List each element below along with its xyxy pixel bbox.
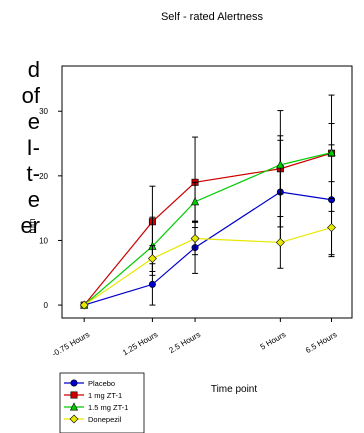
y-tick-label: 20 xyxy=(39,172,48,181)
y-tick-label: 0 xyxy=(44,301,49,310)
series-1-mg-zt-1 xyxy=(80,94,336,309)
legend-entry: 1.5 mg ZT-1 xyxy=(88,403,128,412)
x-tick-label: 2.5 Hours xyxy=(168,330,203,355)
series-1-5-mg-zt-1 xyxy=(80,123,336,309)
data-point xyxy=(275,237,285,247)
plot-frame xyxy=(61,65,353,319)
side-text-line: I- xyxy=(26,135,40,160)
data-point xyxy=(148,280,156,288)
x-tick-label: -0.75 Hours xyxy=(50,330,91,359)
side-text-line: e xyxy=(27,187,40,212)
legend-entry: 1 mg ZT-1 xyxy=(88,391,122,400)
x-axis-label: Time point xyxy=(211,384,258,395)
data-point xyxy=(147,254,157,263)
x-tick-label: 5 Hours xyxy=(259,330,288,352)
chart-title: Self - rated Alertness xyxy=(161,11,264,23)
data-point xyxy=(79,300,89,310)
y-tick-label: 10 xyxy=(39,236,48,245)
legend-marker xyxy=(69,414,79,424)
series-line xyxy=(83,152,332,306)
side-text-line: t- xyxy=(26,161,40,186)
data-point xyxy=(190,197,200,206)
side-text-line: e xyxy=(27,109,40,134)
series-placebo xyxy=(80,139,336,309)
side-text-line: er xyxy=(20,213,40,238)
y-axis-label: mm xyxy=(27,219,37,234)
x-tick-label: 6.5 Hours xyxy=(304,330,339,355)
side-text-line: d xyxy=(27,57,40,82)
series-line xyxy=(84,191,332,306)
series-line xyxy=(83,152,332,306)
legend-marker xyxy=(69,402,79,411)
data-point xyxy=(190,234,200,243)
series-donepezil xyxy=(79,197,336,310)
data-point xyxy=(327,147,336,157)
legend-entry: Donepezil xyxy=(88,415,122,424)
data-point xyxy=(327,223,336,232)
legend-marker xyxy=(70,379,78,387)
legend-entry: Placebo xyxy=(88,379,115,388)
y-tick-label: 30 xyxy=(39,107,48,116)
side-text-line: of xyxy=(21,83,40,108)
x-tick-label: 1.25 Hours xyxy=(121,330,159,357)
data-point xyxy=(276,160,285,169)
legend-marker xyxy=(70,391,78,399)
